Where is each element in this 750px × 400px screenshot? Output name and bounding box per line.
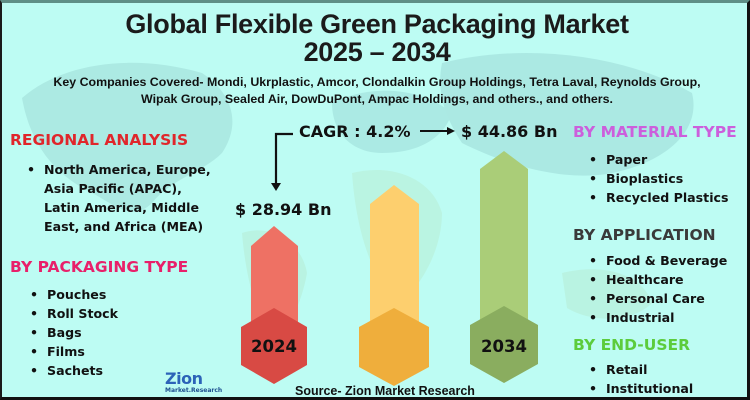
end-user-heading: BY END-USER xyxy=(573,336,691,354)
cagr-right-arrow-icon xyxy=(447,127,455,135)
page-title-line2: 2025 – 2034 xyxy=(303,37,451,67)
cagr-down-arrow-icon xyxy=(271,183,281,191)
application-heading: BY APPLICATION xyxy=(573,226,716,244)
packaging-type-list: Pouches Roll Stock Bags Films Sachets xyxy=(30,285,118,380)
list-item: Bioplastics xyxy=(589,169,728,188)
logo-subtext: Market.Research xyxy=(165,387,223,394)
region-line: East, and Africa (MEA) xyxy=(44,219,204,234)
key-companies-line1: Key Companies Covered- Mondi, Ukrplastic… xyxy=(53,75,701,89)
year-2024-label: 2024 xyxy=(251,337,297,356)
list-item: North America, Europe, xyxy=(27,160,211,179)
list-item: Paper xyxy=(589,150,728,169)
list-item: Roll Stock xyxy=(30,304,118,323)
value-2034: $ 44.86 Bn xyxy=(461,122,558,141)
key-companies-line2: Wipak Group, Sealed Air, DowDuPont, Ampa… xyxy=(141,92,613,106)
region-line: Latin America, Middle xyxy=(44,200,200,215)
bar-2024 xyxy=(251,226,298,333)
list-item: Latin America, Middle xyxy=(27,198,211,217)
list-item: Pouches xyxy=(30,285,118,304)
hexagon-mid xyxy=(359,308,429,386)
list-item: Sachets xyxy=(30,361,118,380)
logo-text: Zion xyxy=(165,369,203,388)
page-title-line1: Global Flexible Green Packaging Market xyxy=(125,9,629,39)
regional-list: North America, Europe, Asia Pacific (APA… xyxy=(27,160,211,236)
list-item: Bags xyxy=(30,323,118,342)
material-type-list: Paper Bioplastics Recycled Plastics xyxy=(589,150,728,207)
region-line: Asia Pacific (APAC), xyxy=(44,181,182,196)
hexagon-2034 xyxy=(470,306,538,383)
material-type-heading: BY MATERIAL TYPE xyxy=(573,123,737,141)
list-item: Food & Beverage xyxy=(589,251,727,270)
growth-graphic: 2024 2034 xyxy=(241,127,538,386)
year-2034-label: 2034 xyxy=(481,337,527,356)
regional-analysis-heading: REGIONAL ANALYSIS xyxy=(10,131,189,149)
application-list: Food & Beverage Healthcare Personal Care… xyxy=(589,251,727,327)
bar-2034 xyxy=(480,151,528,333)
list-item: Recycled Plastics xyxy=(589,188,728,207)
source-note: Source- Zion Market Research xyxy=(295,384,475,398)
hexagon-2024 xyxy=(241,308,307,384)
end-user-list: Retail Institutional xyxy=(589,360,693,397)
list-item: Personal Care xyxy=(589,289,727,308)
bar-mid xyxy=(370,185,419,333)
value-2024: $ 28.94 Bn xyxy=(235,200,332,219)
cagr-down-arrow-line xyxy=(274,132,293,183)
list-item: Industrial xyxy=(589,308,727,327)
packaging-type-heading: BY PACKAGING TYPE xyxy=(10,258,189,276)
list-item: Institutional xyxy=(589,379,693,397)
cagr-label: CAGR : 4.2% xyxy=(299,122,411,141)
list-item: East, and Africa (MEA) xyxy=(27,217,211,236)
region-line: North America, Europe, xyxy=(44,162,211,177)
list-item: Healthcare xyxy=(589,270,727,289)
zion-logo: Zion Market.Research xyxy=(165,369,225,397)
list-item: Retail xyxy=(589,360,693,379)
list-item: Films xyxy=(30,342,118,361)
list-item: Asia Pacific (APAC), xyxy=(27,179,211,198)
